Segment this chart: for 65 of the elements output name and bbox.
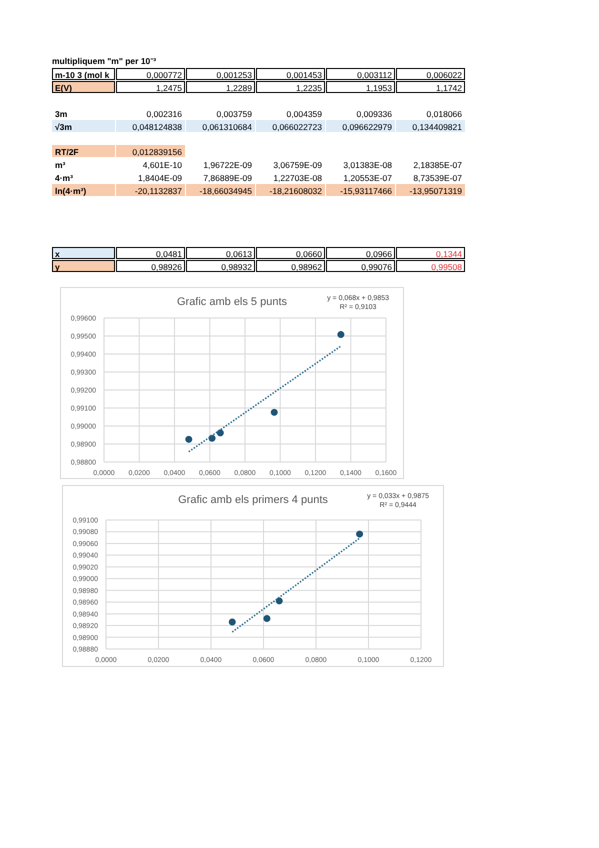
text: 0,096622979: [326, 120, 395, 132]
text: 1,1742: [396, 81, 465, 93]
text: 1,2235: [256, 81, 325, 93]
text: 0,99508: [396, 260, 465, 272]
text: 0,0481: [116, 247, 185, 259]
point: [228, 618, 236, 626]
text: 0,048124838: [116, 120, 185, 132]
text: 0,003112: [326, 68, 395, 80]
text: 3m: [54, 108, 68, 119]
point: [337, 331, 344, 338]
chart-title: Grafic amb els 5 punts: [176, 296, 288, 308]
text: -13,95071319: [396, 184, 465, 196]
text: 4·m³: [54, 172, 74, 183]
point: [356, 530, 364, 538]
text: 0,066022723: [256, 120, 325, 132]
text: 0,98962: [256, 260, 325, 272]
text: m-10 3 (mol k: [52, 68, 115, 80]
text: -18,66034945: [186, 184, 255, 196]
text: ln(4·m³): [52, 184, 115, 196]
text: 2,18385E-07: [412, 159, 463, 170]
chart-title: Grafic amb els primers 4 punts: [178, 494, 328, 506]
text: 0,001453: [256, 68, 325, 80]
text: 0,0966: [326, 247, 395, 259]
text: 0,000772: [116, 68, 185, 80]
text: -20,1132837: [116, 184, 185, 196]
text: 1,8404E-09: [137, 172, 183, 183]
text: 0,98932: [186, 260, 255, 272]
text: 4,601E-10: [142, 159, 183, 170]
text: 3,01383E-08: [342, 159, 393, 170]
text: 0,004359: [286, 108, 323, 119]
text: 1,22703E-08: [272, 172, 323, 183]
text: 0,1344: [396, 247, 465, 259]
text: 7,86889E-09: [202, 172, 253, 183]
text: 0,98926: [116, 260, 185, 272]
text: 8,73539E-07: [412, 172, 463, 183]
text: 0,0660: [256, 247, 325, 259]
point: [270, 408, 278, 416]
point: [185, 436, 192, 443]
text: 1,96722E-09: [202, 159, 253, 170]
text: 0,134409821: [396, 120, 465, 132]
text: 3,06759E-09: [272, 159, 323, 170]
text: RT/2F: [52, 145, 115, 157]
text: 0,012839156: [116, 145, 185, 157]
point: [263, 615, 270, 622]
text: m³: [54, 159, 66, 170]
text: 0,99076: [326, 260, 395, 272]
text: 0,003759: [216, 108, 253, 119]
text: 1,2289: [186, 81, 255, 93]
text: -18,21608032: [256, 184, 325, 196]
text: 0,002316: [146, 108, 183, 119]
text: 1,20553E-07: [342, 172, 393, 183]
text: E(V): [52, 81, 115, 93]
text: multipliquem "m" per 10⁻³: [52, 55, 156, 66]
text: 0,009336: [356, 108, 393, 119]
text: 0,018066: [426, 108, 463, 119]
text: 0,001253: [186, 68, 255, 80]
text: 0,061310684: [186, 120, 255, 132]
text: 1,2475: [116, 81, 185, 93]
text: 1,1953: [326, 81, 395, 93]
text: √3m: [52, 120, 115, 132]
text: 0,0613: [186, 247, 255, 259]
text: 0,006022: [396, 68, 465, 80]
point: [216, 429, 224, 436]
text: -15,93117466: [326, 184, 395, 196]
text: x: [52, 247, 115, 259]
